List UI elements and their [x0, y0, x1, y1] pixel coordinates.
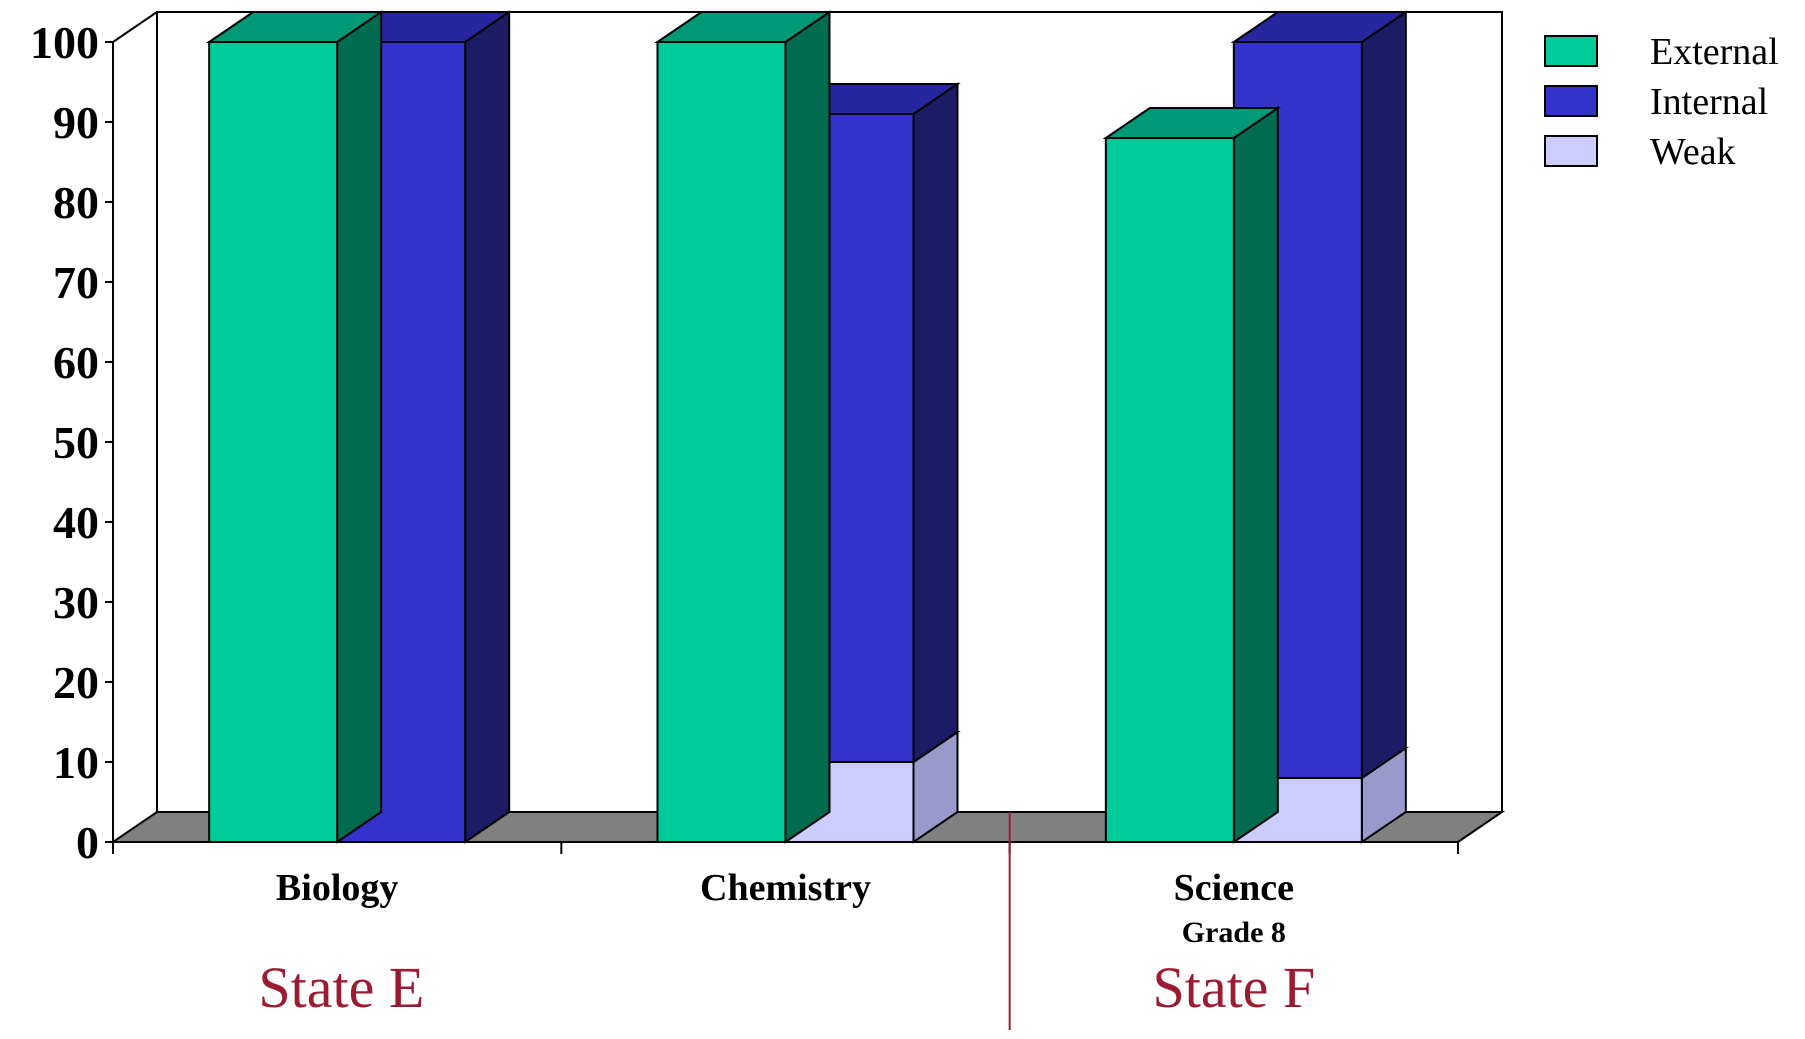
x-category-label: Science — [1174, 867, 1294, 909]
y-tick-label: 90 — [53, 97, 99, 148]
legend-label-external: External — [1650, 31, 1779, 73]
y-tick-label: 40 — [53, 497, 99, 548]
y-tick-label: 100 — [30, 17, 99, 68]
legend-swatch-external — [1544, 35, 1598, 67]
legend-swatch-weak — [1544, 135, 1598, 167]
group-label: State F — [1152, 955, 1315, 1020]
group-label: State E — [258, 955, 424, 1020]
bar-external-chemistry-front — [656, 41, 787, 843]
bar-internal-chemistry-side — [912, 82, 959, 764]
bar-external-biology — [205, 10, 385, 844]
y-tick-label: 0 — [76, 817, 99, 868]
x-category-sublabel: Grade 8 — [1182, 916, 1286, 949]
bar-internal-science-side — [1360, 10, 1407, 780]
bar-external-chemistry — [654, 10, 833, 844]
axes: 0 10 20 30 40 50 60 70 80 90 100 — [30, 17, 1459, 868]
y-tick-label: 50 — [53, 417, 99, 468]
x-category-label: Biology — [276, 867, 398, 909]
bars — [205, 10, 1410, 844]
y-tick-label: 80 — [53, 177, 99, 228]
legend-label-internal: Internal — [1650, 81, 1768, 123]
bar-external-biology-side — [336, 10, 383, 844]
legend: External Internal Weak — [1544, 31, 1779, 173]
bar-external-biology-front — [208, 41, 339, 843]
y-tick-label: 20 — [53, 657, 99, 708]
y-tick-label: 10 — [53, 737, 99, 788]
bar-external-science-side — [1232, 106, 1279, 844]
bar-external-science — [1102, 106, 1282, 844]
labels: Biology Chemistry Science Grade 8 State E Sta… — [258, 812, 1315, 1030]
y-tick-label: 60 — [53, 337, 99, 388]
legend-swatch-internal — [1544, 85, 1598, 117]
y-tick-label: 30 — [53, 577, 99, 628]
y-tick-label: 70 — [53, 257, 99, 308]
bar-external-science-front — [1104, 137, 1235, 843]
bar-external-chemistry-side — [784, 10, 831, 844]
x-category-label: Chemistry — [700, 867, 871, 909]
left-wall-top-edge — [112, 11, 158, 43]
legend-label-weak: Weak — [1650, 131, 1736, 173]
bar-internal-biology-side — [464, 10, 511, 844]
